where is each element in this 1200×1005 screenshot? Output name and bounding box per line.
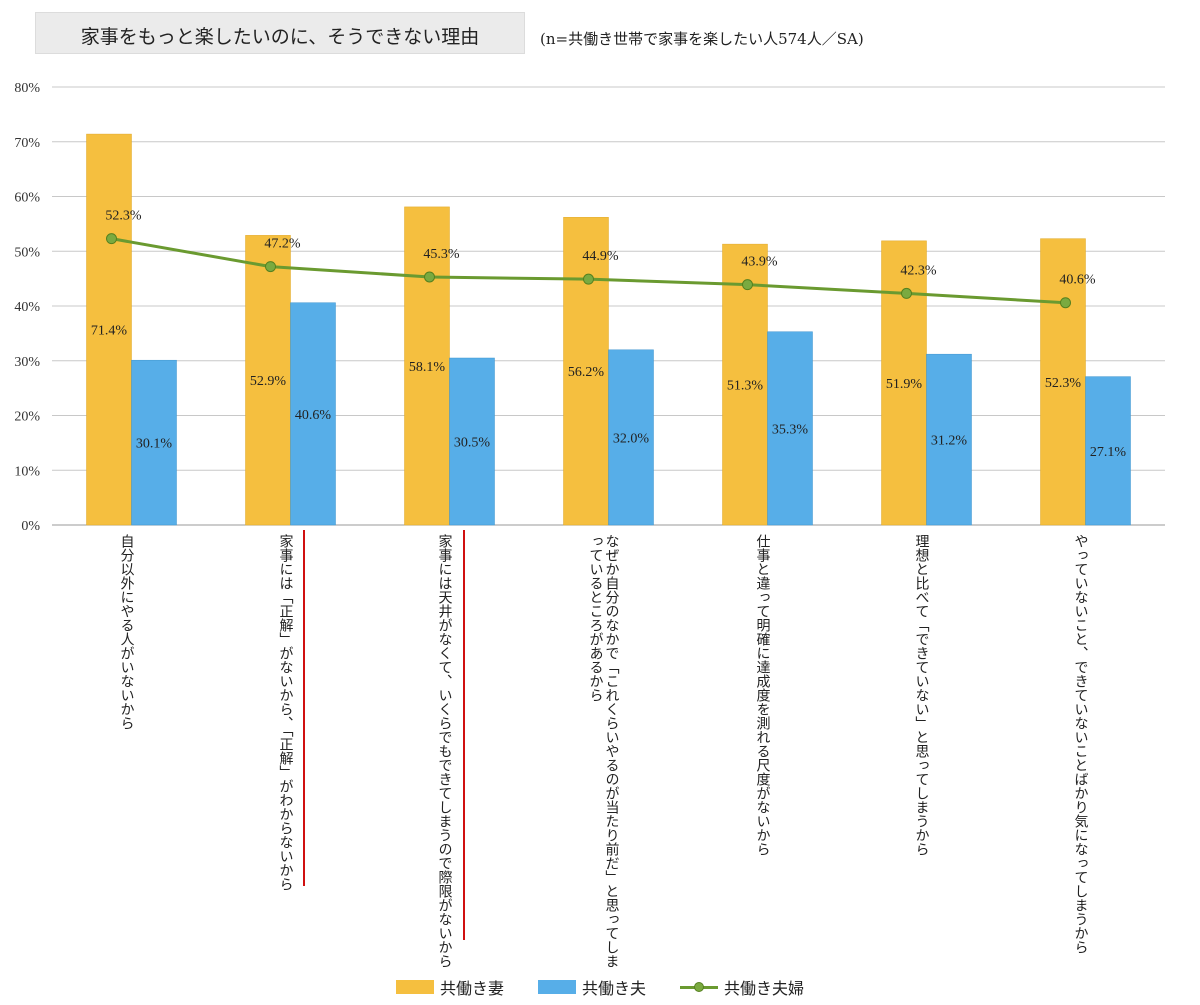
y-tick-label: 0%	[21, 519, 40, 534]
data-label-husband: 40.6%	[295, 408, 332, 423]
legend-item-wife: 共働き妻	[395, 975, 504, 999]
point-couple	[901, 287, 912, 299]
bar-husband	[608, 349, 654, 526]
data-label-couple: 44.9%	[582, 249, 619, 264]
data-label-husband: 30.1%	[136, 437, 173, 452]
category-label: 理想と比べて「できていない」と思ってしまうから	[913, 534, 930, 856]
data-label-husband: 30.5%	[454, 436, 491, 451]
legend-label-wife: 共働き妻	[439, 979, 504, 998]
bar-wife	[245, 235, 291, 526]
category-label: なぜか自分のなかで「これくらいやるのが当たり前だ」と思ってしま っているところが…	[587, 534, 620, 968]
chart-title-box: 家事をもっと楽したいのに、そうできない理由	[35, 12, 525, 54]
bar-husband	[926, 353, 972, 526]
data-label-husband: 32.0%	[613, 431, 650, 446]
data-label-couple: 42.3%	[900, 263, 937, 278]
y-tick-label: 50%	[14, 245, 40, 260]
bar-husband	[449, 357, 495, 526]
category-label: 家事には「正解」がないから、「正解」がわからないから	[277, 534, 294, 891]
point-couple	[742, 279, 753, 291]
chart-title: 家事をもっと楽したいのに、そうできない理由	[80, 26, 480, 48]
y-tick-label: 60%	[14, 191, 40, 206]
y-tick-label: 20%	[14, 410, 40, 425]
y-tick-label: 80%	[14, 81, 40, 96]
bar-wife	[881, 240, 927, 526]
data-label-husband: 31.2%	[931, 434, 968, 449]
data-label-wife: 56.2%	[568, 365, 605, 380]
data-label-husband: 27.1%	[1090, 445, 1127, 460]
data-label-wife: 52.9%	[250, 374, 287, 389]
legend-label-couple: 共働き夫婦	[724, 979, 805, 998]
bar-husband	[131, 359, 177, 526]
legend-swatch-husband	[537, 980, 576, 994]
data-label-couple: 40.6%	[1059, 273, 1096, 288]
data-label-wife: 71.4%	[91, 324, 128, 339]
data-label-couple: 47.2%	[264, 237, 301, 252]
legend-label-husband: 共働き夫	[581, 979, 646, 998]
chart-subtitle: (n=共働き世帯で家事を楽したい人574人／SA)	[540, 30, 864, 48]
y-tick-label: 70%	[14, 136, 40, 151]
data-label-husband: 35.3%	[772, 422, 809, 437]
bar-wife	[404, 206, 450, 526]
data-label-couple: 52.3%	[105, 209, 142, 224]
data-label-couple: 45.3%	[423, 247, 460, 262]
legend-swatch-couple	[680, 980, 718, 994]
y-tick-label: 30%	[14, 355, 40, 370]
point-couple	[583, 273, 594, 285]
category-label: 家事には天井がなくて、いくらでもできてしまうので際限がないから	[436, 534, 453, 968]
legend-swatch-wife	[395, 980, 434, 994]
data-label-couple: 43.9%	[741, 255, 778, 270]
bar-wife	[86, 133, 132, 526]
bar-husband	[767, 331, 813, 526]
category-label: 自分以外にやる人がいないから	[118, 534, 135, 730]
point-couple	[265, 261, 276, 273]
data-label-wife: 51.9%	[886, 377, 923, 392]
bar-husband	[290, 302, 336, 526]
category-label: 仕事と違って明確に達成度を測れる尺度がないから	[754, 534, 771, 856]
y-tick-label: 40%	[14, 300, 40, 315]
data-label-wife: 58.1%	[409, 360, 446, 375]
legend-item-couple: 共働き夫婦	[680, 975, 804, 999]
point-couple	[1060, 297, 1071, 309]
y-tick-label: 10%	[14, 464, 40, 479]
legend-item-husband: 共働き夫	[537, 975, 646, 999]
category-label: やっていないこと、できていないことばかり気になってしまうから	[1072, 534, 1089, 954]
data-label-wife: 51.3%	[727, 379, 764, 394]
point-couple	[106, 233, 117, 245]
legend: 共働き妻 共働き夫 共働き夫婦	[0, 975, 1200, 999]
point-couple	[424, 271, 435, 283]
bar-wife	[722, 243, 768, 526]
annotation-red-line-1	[303, 530, 305, 886]
bar-wife	[1040, 238, 1086, 526]
bar-wife	[563, 217, 609, 526]
bar-husband	[1085, 376, 1131, 526]
data-label-wife: 52.3%	[1045, 376, 1082, 391]
annotation-red-line-2	[463, 530, 465, 940]
